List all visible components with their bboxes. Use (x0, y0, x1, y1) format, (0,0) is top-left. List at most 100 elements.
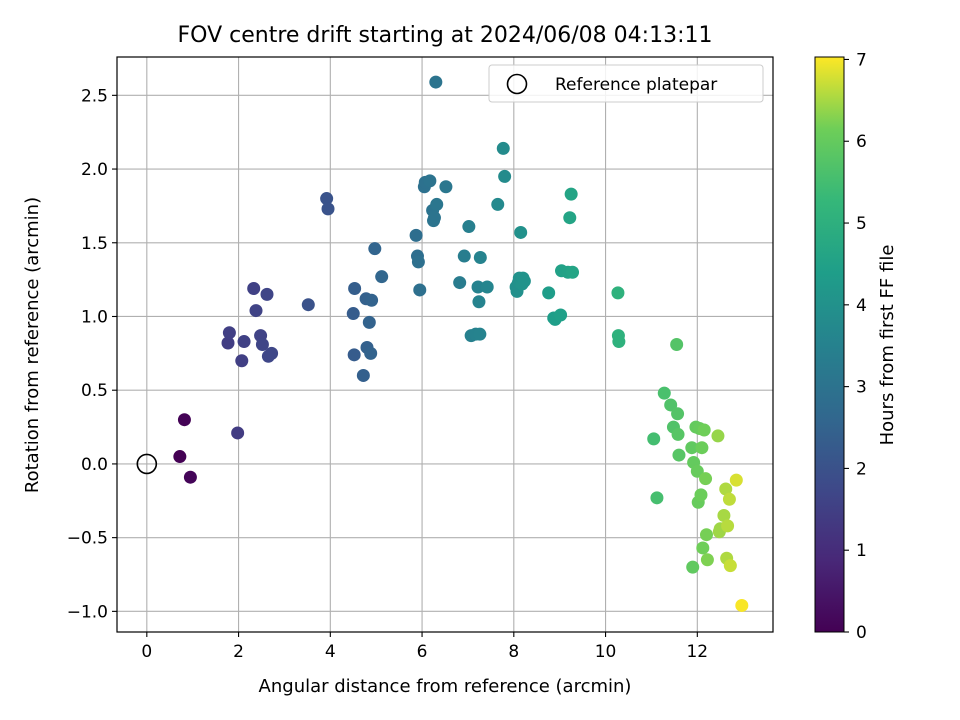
scatter-point (491, 197, 505, 211)
y-tick-label: 1.5 (81, 234, 108, 254)
scatter-point (697, 423, 711, 437)
scatter-point (496, 141, 510, 155)
scatter-point (427, 211, 441, 225)
scatter-point (249, 304, 263, 318)
scatter-point (348, 281, 362, 295)
scatter-point (411, 255, 425, 269)
scatter-point (723, 559, 737, 573)
scatter-point (423, 174, 437, 188)
colorbar-tick-label: 1 (856, 541, 867, 561)
scatter-point (566, 265, 580, 279)
scatter-point (457, 249, 471, 263)
plot-frame (116, 56, 774, 633)
scatter-point (301, 298, 315, 312)
scatter-point (413, 283, 427, 297)
scatter-point (699, 528, 713, 542)
legend-label: Reference platepar (555, 75, 717, 95)
y-tick-label: 1.0 (81, 307, 108, 327)
scatter-point (346, 307, 360, 321)
scatter-point (356, 368, 370, 382)
scatter-point (462, 220, 476, 234)
y-tick-label: −1.0 (67, 602, 108, 622)
scatter-point (514, 225, 528, 239)
scatter-point (255, 338, 269, 351)
scatter-point (717, 509, 731, 523)
scatter-point (429, 75, 443, 89)
plot-area (116, 56, 774, 633)
colorbar-tick-label: 2 (856, 459, 867, 479)
scatter-point (664, 398, 678, 412)
scatter-point (686, 560, 700, 574)
scatter-point (719, 482, 733, 496)
scatter-point (711, 429, 725, 443)
scatter-point (695, 441, 709, 455)
scatter-point (696, 541, 710, 555)
y-tick-label: 2.5 (81, 86, 108, 106)
y-tick-label: −0.5 (67, 529, 108, 549)
scatter-point (480, 280, 494, 294)
scatter-point (430, 197, 444, 211)
scatter-point (612, 335, 626, 349)
y-tick-label: 0.0 (81, 455, 108, 475)
scatter-point (364, 346, 378, 360)
scatter-point (647, 432, 661, 446)
scatter-point (722, 492, 736, 506)
colorbar-gradient (814, 56, 845, 633)
scatter-point (235, 354, 249, 368)
scatter-point (498, 169, 512, 183)
colorbar: 0 1 2 3 4 5 6 7 Hours from first FF file (814, 50, 898, 643)
y-tick-label: 2.0 (81, 160, 108, 180)
scatter-point (721, 519, 735, 533)
scatter-point (671, 407, 685, 421)
chart-title: FOV centre drift starting at 2024/06/08 … (178, 23, 713, 48)
scatter-point (729, 473, 743, 487)
scatter-point (265, 346, 279, 360)
legend-box (488, 64, 764, 103)
colorbar-tick-label: 6 (856, 132, 867, 152)
scatter-point (320, 192, 334, 206)
y-axis: −1.0 −0.5 0.0 0.5 1.0 1.5 2.0 2.5 (67, 86, 117, 622)
scatter-point (260, 287, 274, 301)
colorbar-tick-label: 0 (856, 623, 867, 643)
scatter-point (554, 308, 568, 322)
scatter-point (700, 553, 714, 567)
y-tick-label: 0.5 (81, 381, 108, 401)
scatter-point (735, 598, 749, 612)
scatter-point (699, 472, 713, 486)
x-tick-label: 2 (233, 642, 244, 662)
colorbar-label: Hours from first FF file (877, 245, 898, 446)
scatter-point (472, 295, 486, 309)
colorbar-tick-label: 4 (856, 296, 867, 316)
scatter-point (650, 491, 664, 505)
scatter-point (694, 488, 708, 502)
colorbar-tick-label: 3 (856, 378, 867, 398)
scatter-point (563, 211, 577, 225)
scatter-point (473, 251, 487, 265)
colorbar-tick-label: 5 (856, 214, 867, 234)
scatter-point (321, 202, 335, 216)
scatter-point (365, 293, 379, 307)
scatter-point (231, 426, 245, 440)
y-axis-label: Rotation from reference (arcmin) (22, 197, 43, 493)
scatter-point (471, 280, 485, 294)
scatter-point (611, 286, 625, 300)
scatter-point (375, 270, 389, 284)
scatter-point (542, 286, 556, 300)
x-tick-label: 12 (686, 642, 708, 662)
scatter-point (657, 386, 671, 400)
colorbar-ticks: 0 1 2 3 4 5 6 7 (844, 50, 867, 643)
scatter-point (670, 338, 684, 351)
scatter-point (347, 348, 361, 362)
scatter-point (473, 327, 487, 341)
scatter-point (685, 441, 699, 455)
scatter-point (672, 448, 686, 462)
scatter-point (439, 180, 453, 194)
scatter-point (671, 427, 685, 441)
legend: Reference platepar (488, 64, 764, 103)
scatter-point (517, 274, 531, 288)
scatter-point (409, 228, 423, 242)
reference-platepar-marker (136, 453, 158, 475)
x-tick-label: 6 (417, 642, 428, 662)
x-tick-label: 0 (141, 642, 152, 662)
